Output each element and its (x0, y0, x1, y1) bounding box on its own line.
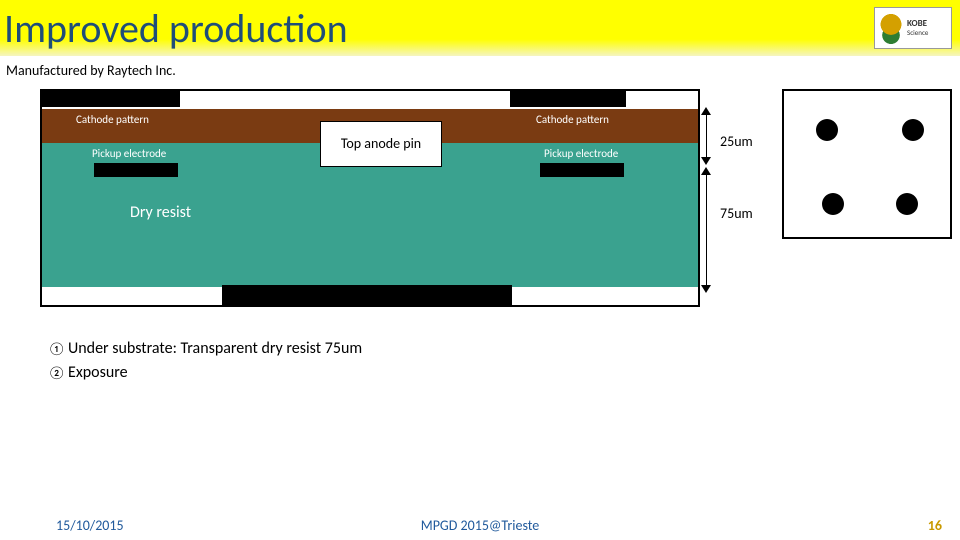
dim-arrow-icon (701, 285, 711, 293)
manufacturer-line: Manufactured by Raytech Inc. (0, 56, 960, 89)
footer-conference: MPGD 2015@Trieste (421, 517, 540, 534)
pin-dot-icon (816, 119, 838, 141)
pickup-electrode-right (540, 163, 624, 177)
top-view-diagram (782, 89, 952, 239)
logo-text: KOBE (907, 19, 928, 29)
step-2-text: Exposure (68, 363, 128, 382)
kobe-emblem-icon (877, 10, 905, 46)
page-title: Improved production (4, 4, 348, 53)
process-steps: ①Under substrate: Transparent dry resist… (48, 337, 960, 385)
logo-subtext: Science (907, 28, 928, 37)
cross-section-diagram: Cathode pattern Cathode pattern Pickup e… (40, 89, 700, 307)
step-number-icon: ② (48, 364, 64, 384)
dimension-25um: 25um (720, 133, 753, 150)
logo-group: KOBE Science (874, 7, 952, 49)
footer: 15/10/2015 MPGD 2015@Trieste 16 (0, 517, 960, 534)
pickup-label-right: Pickup electrode (544, 147, 618, 160)
dim-arrow-icon (701, 167, 711, 175)
step-1: ①Under substrate: Transparent dry resist… (48, 337, 960, 361)
base-black-center (222, 285, 512, 307)
pickup-electrode-left (94, 163, 178, 177)
dim-arrow-icon (701, 107, 711, 115)
pin-dot-icon (902, 119, 924, 141)
anode-pin-label: Top anode pin (320, 121, 442, 167)
step-2: ②Exposure (48, 361, 960, 385)
step-1-text: Under substrate: Transparent dry resist … (68, 339, 362, 358)
dim-line-25 (706, 115, 707, 157)
cathode-label-right: Cathode pattern (536, 113, 609, 126)
dim-line-75 (706, 175, 707, 285)
footer-date: 15/10/2015 (56, 517, 124, 534)
dim-arrow-icon (701, 157, 711, 165)
diagram-stage: Cathode pattern Cathode pattern Pickup e… (10, 89, 950, 319)
cathode-top-right (510, 89, 626, 107)
pin-dot-icon (822, 193, 844, 215)
page-number: 16 (928, 517, 942, 534)
cathode-label-left: Cathode pattern (76, 113, 149, 126)
header-banner: Improved production KOBE Science (0, 0, 960, 56)
pin-dot-icon (896, 193, 918, 215)
pickup-label-left: Pickup electrode (92, 147, 166, 160)
kobe-logo: KOBE Science (874, 7, 952, 49)
cathode-top-left (40, 89, 180, 107)
dry-resist-label: Dry resist (130, 203, 191, 222)
dimension-75um: 75um (720, 205, 753, 222)
step-number-icon: ① (48, 340, 64, 360)
